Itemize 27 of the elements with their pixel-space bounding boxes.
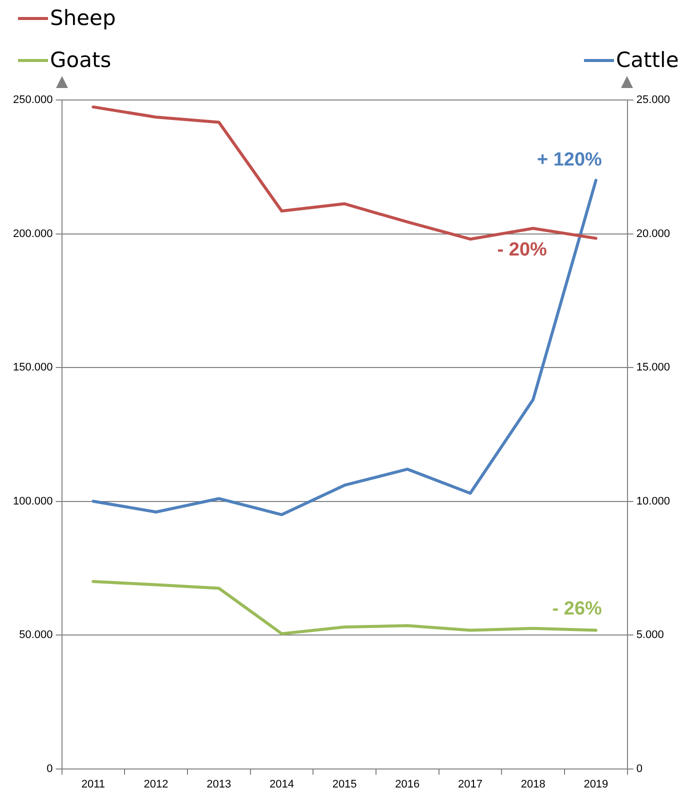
- x-tick-label: 2016: [395, 778, 420, 790]
- y2-tick-label: 15.000: [636, 362, 670, 374]
- x-tick-label: 2017: [458, 778, 482, 790]
- y2-tick-label: 10.000: [636, 495, 670, 508]
- annotation: - 20%: [497, 240, 548, 261]
- y2-tick-label: 20.000: [636, 228, 670, 240]
- y-tick-label: 150.000: [12, 362, 53, 374]
- annotation: - 26%: [552, 598, 602, 620]
- x-tick-label: 2018: [520, 778, 546, 790]
- annotation: + 120%: [536, 149, 602, 170]
- x-tick-label: 2019: [584, 778, 608, 790]
- x-tick-label: 2011: [81, 778, 106, 790]
- x-tick-label: 2015: [332, 778, 357, 790]
- y2-tick-label: 5.000: [636, 629, 664, 642]
- y2-tick-label: 0: [636, 762, 642, 775]
- x-tick-label: 2012: [144, 778, 168, 790]
- y-tick-label: 50.000: [19, 629, 53, 642]
- y-tick-label: 0: [46, 762, 53, 775]
- legend-label: Cattle: [616, 48, 679, 72]
- y-tick-label: 250.000: [12, 94, 53, 106]
- y-tick-label: 200.000: [12, 228, 53, 240]
- y2-tick-label: 25.000: [636, 94, 670, 106]
- y-tick-label: 100.000: [12, 495, 53, 508]
- legend-label: Goats: [50, 48, 112, 72]
- x-tick-label: 2014: [269, 778, 294, 790]
- x-tick-label: 2013: [206, 778, 232, 790]
- legend-label: Sheep: [50, 6, 116, 30]
